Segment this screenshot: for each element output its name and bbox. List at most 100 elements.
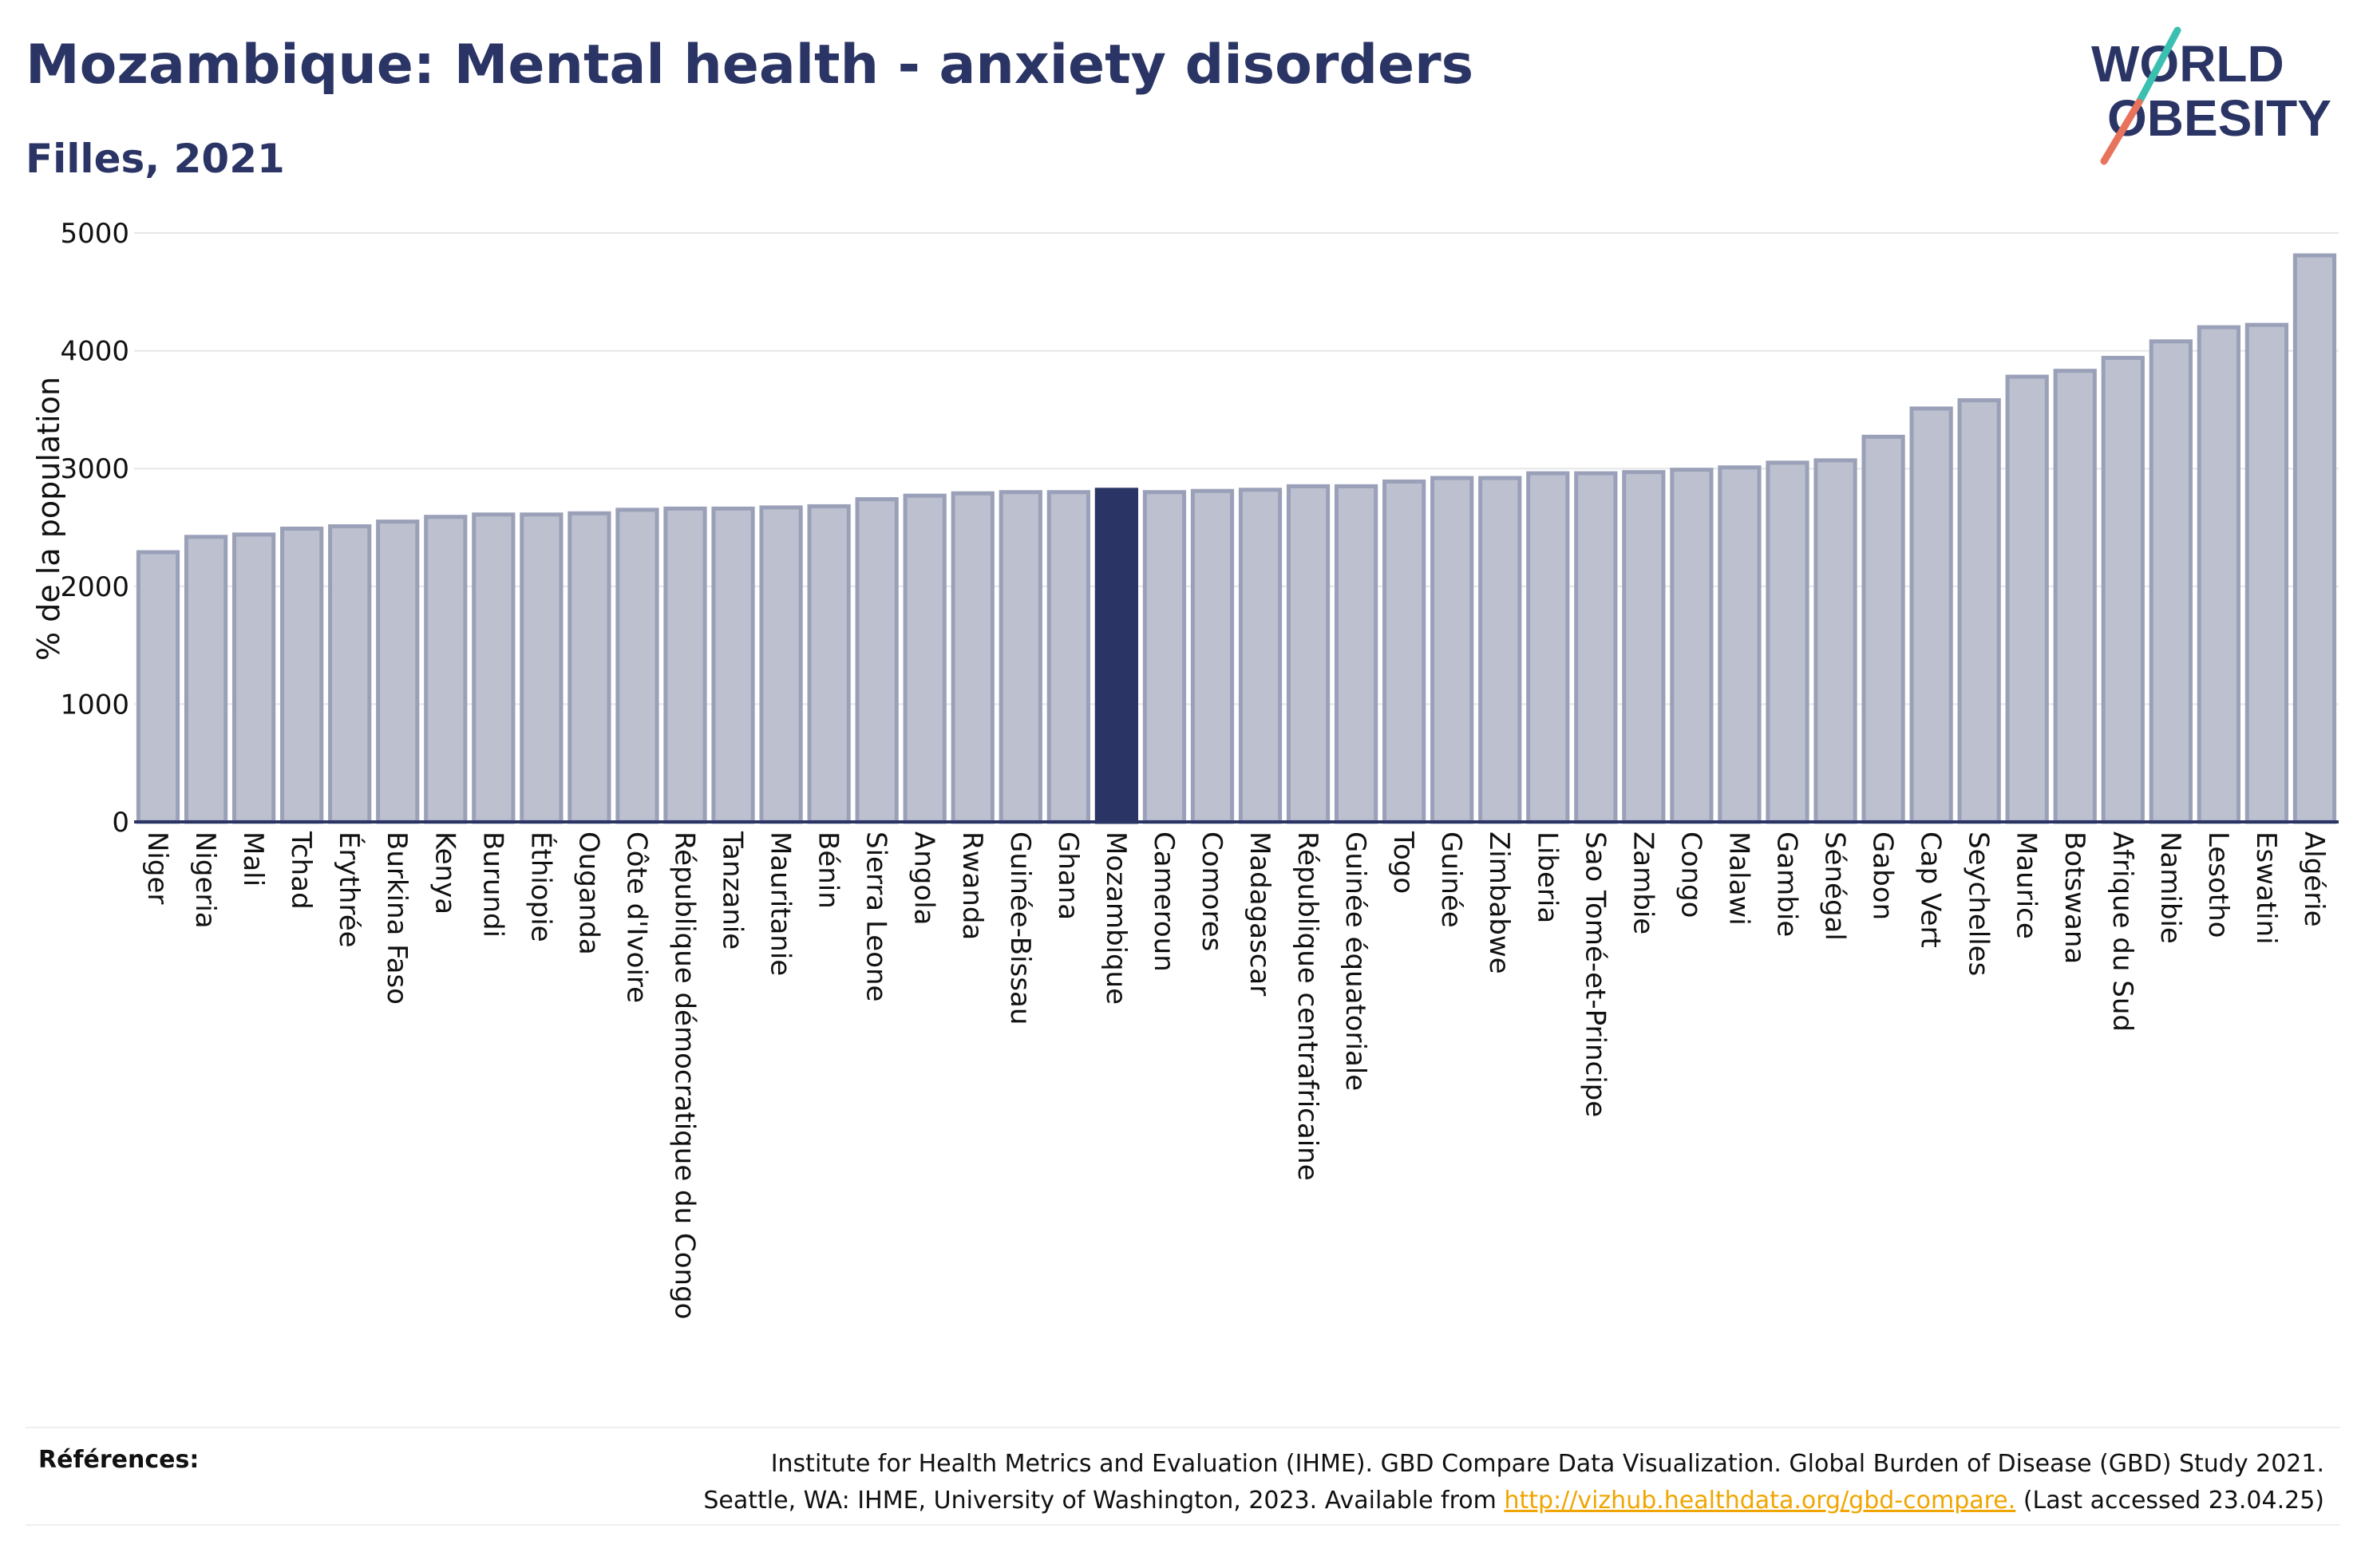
x-tick-label: Afrique du Sud	[2106, 831, 2138, 1032]
bar-33	[1718, 465, 1762, 824]
x-tick-label: Guinée	[1435, 831, 1467, 928]
x-tick-label: Mauritanie	[765, 831, 797, 976]
bar-2	[231, 532, 276, 824]
x-tick-label: Côte d'Ivoire	[620, 831, 652, 1003]
bar-16	[903, 493, 947, 824]
bar-10	[615, 508, 659, 824]
bar-14	[807, 504, 851, 824]
x-tick-label: Malawi	[1722, 831, 1754, 926]
x-tick-label: Zambie	[1627, 831, 1659, 934]
x-tick-label: Niger	[141, 831, 173, 904]
reference-line-2-end: (Last accessed 23.04.25)	[2023, 1487, 2324, 1515]
x-tick-label: République démocratique du Congo	[669, 831, 701, 1319]
x-tick-label: Liberia	[1531, 831, 1563, 923]
bar-24	[1286, 484, 1331, 824]
y-tick-label: 0	[112, 807, 129, 839]
bar-37	[1909, 406, 1953, 824]
x-tick-label: Burkina Faso	[381, 831, 413, 1005]
x-tick-label: Gambie	[1771, 831, 1803, 937]
world-obesity-logo: WORLD OBESITY	[2091, 26, 2331, 165]
bar-25	[1334, 484, 1378, 824]
x-tick-label: Gabon	[1867, 831, 1899, 920]
x-tick-label: Namibie	[2154, 831, 2186, 944]
bar-44	[2244, 322, 2289, 824]
x-tick-label: Mali	[237, 831, 269, 887]
bar-1	[184, 535, 228, 824]
bars	[136, 253, 2337, 824]
bar-17	[951, 491, 995, 824]
y-tick-label: 1000	[60, 689, 129, 721]
x-tick-label: Tchad	[285, 831, 317, 910]
bar-3	[280, 526, 324, 824]
bar-38	[1957, 398, 2001, 824]
y-tick-label: 3000	[60, 453, 129, 485]
bar-11	[663, 506, 707, 824]
x-tick-label: Zimbabwe	[1483, 831, 1515, 974]
x-tick-label: Éthiopie	[524, 831, 557, 942]
bar-45	[2292, 253, 2337, 824]
x-tick-label: Burundi	[477, 831, 508, 938]
x-tick-label: Algérie	[2298, 831, 2330, 927]
y-tick-label: 2000	[60, 571, 129, 603]
bar-9	[568, 511, 611, 824]
logo-slash-teal	[2135, 26, 2181, 106]
x-tick-label: Botswana	[2058, 831, 2090, 964]
bar-12	[711, 506, 755, 824]
bar-31	[1622, 470, 1666, 824]
x-tick-label: Lesotho	[2202, 831, 2234, 938]
x-tick-label: Tanzanie	[717, 831, 749, 950]
x-tick-label: Cameroun	[1148, 831, 1180, 972]
bar-7	[472, 512, 516, 824]
x-tick-label: Sierra Leone	[860, 831, 892, 1001]
x-tick-label: Guinée-Bissau	[1004, 831, 1036, 1025]
bar-19	[1046, 490, 1090, 824]
bar-15	[855, 497, 899, 824]
x-tick-label: Sao Tomé-et-Principe	[1579, 831, 1611, 1117]
x-tick-label: Mozambique	[1100, 831, 1132, 1005]
bar-13	[759, 505, 803, 824]
x-tick-label: Comores	[1196, 831, 1228, 951]
x-tick-label: Angola	[908, 831, 940, 925]
bar-36	[1861, 434, 1905, 824]
bar-27	[1430, 476, 1474, 824]
bar-42	[2149, 339, 2193, 824]
reference-link[interactable]: http://vizhub.healthdata.org/gbd-compare…	[1504, 1487, 2016, 1515]
bar-34	[1766, 460, 1809, 824]
bar-4	[328, 524, 372, 824]
x-tick-label: Ouganda	[572, 831, 604, 955]
chart-subtitle: Filles, 2021	[26, 136, 285, 182]
bar-40	[2053, 369, 2097, 824]
y-axis-label: % de la population	[31, 377, 66, 661]
x-tick-label: Maurice	[2011, 831, 2043, 939]
x-tick-label: Ghana	[1052, 831, 1084, 920]
bar-26	[1382, 479, 1426, 824]
x-tick-labels: Niger Nigeria Mali Tchad Érythrée Burkina Fas…	[141, 831, 2330, 1319]
x-tick-label: Érythrée	[333, 831, 366, 948]
bar-0	[136, 550, 180, 824]
bar-21	[1142, 490, 1187, 824]
x-tick-label: Congo	[1675, 831, 1706, 918]
y-tick-label: 5000	[60, 218, 129, 250]
chart-title: Mozambique: Mental health - anxiety diso…	[26, 34, 1474, 97]
bar-35	[1813, 458, 1857, 824]
references-label: Références:	[38, 1446, 200, 1474]
bar-41	[2101, 355, 2145, 824]
bar-32	[1670, 468, 1714, 824]
bar-39	[2005, 374, 2049, 824]
x-tick-label: Togo	[1387, 831, 1419, 894]
reference-line-1: Institute for Health Metrics and Evaluat…	[770, 1450, 2324, 1478]
bar-chart: 0 1000 2000 3000 4000 5000 Niger Nigeria Mali Tc…	[31, 218, 2339, 1319]
y-tick-label: 4000	[60, 336, 129, 368]
references-text: Institute for Health Metrics and Evaluat…	[488, 1446, 2324, 1519]
footer-divider-bottom	[26, 1524, 2340, 1526]
y-tick-labels: 0 1000 2000 3000 4000 5000	[60, 218, 129, 839]
logo-slash-coral	[2100, 98, 2143, 165]
x-tick-label: Nigeria	[189, 831, 221, 929]
logo-line1: WORLD	[2091, 35, 2284, 93]
x-tick-label: Rwanda	[956, 831, 988, 940]
x-tick-label: Seychelles	[1963, 831, 1995, 976]
x-tick-label: Cap Vert	[1915, 831, 1947, 948]
bar-30	[1574, 471, 1618, 824]
x-tick-label: Kenya	[429, 831, 461, 914]
bar-43	[2197, 325, 2241, 824]
